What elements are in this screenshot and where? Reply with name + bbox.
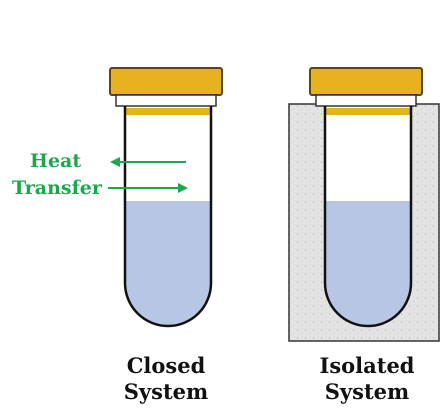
closed-tube-rim — [125, 108, 211, 115]
isolated-tube-liquid — [325, 201, 411, 326]
isolated-label-line1: Isolated — [319, 353, 415, 378]
arrow-right-head — [178, 183, 188, 193]
closed-system-label: Closed System — [108, 353, 224, 405]
closed-tube-glass — [123, 106, 213, 328]
heat-label-line2: Transfer — [12, 177, 102, 199]
heat-transfer-arrows — [108, 157, 188, 193]
isolated-system-assembly — [288, 67, 440, 342]
closed-label-line2: System — [123, 379, 209, 404]
isolated-tube-cap-collar — [315, 94, 417, 107]
arrow-left-head — [110, 157, 120, 167]
heat-label-line1: Heat — [30, 150, 82, 172]
closed-tube-liquid — [125, 201, 211, 326]
isolated-system-label: Isolated System — [306, 353, 428, 405]
closed-label-line1: Closed — [126, 353, 206, 378]
isolated-tube-rim — [325, 108, 411, 115]
isolated-tube-cap-top — [309, 67, 423, 96]
transfer-label: Transfer — [12, 177, 102, 199]
closed-tube-cap-collar — [115, 94, 217, 107]
isolated-tube-glass — [323, 106, 413, 328]
closed-tube-cap-top — [109, 67, 223, 96]
heat-label: Heat — [30, 150, 81, 172]
closed-system-tube — [109, 67, 223, 328]
isolated-label-line2: System — [324, 379, 410, 404]
